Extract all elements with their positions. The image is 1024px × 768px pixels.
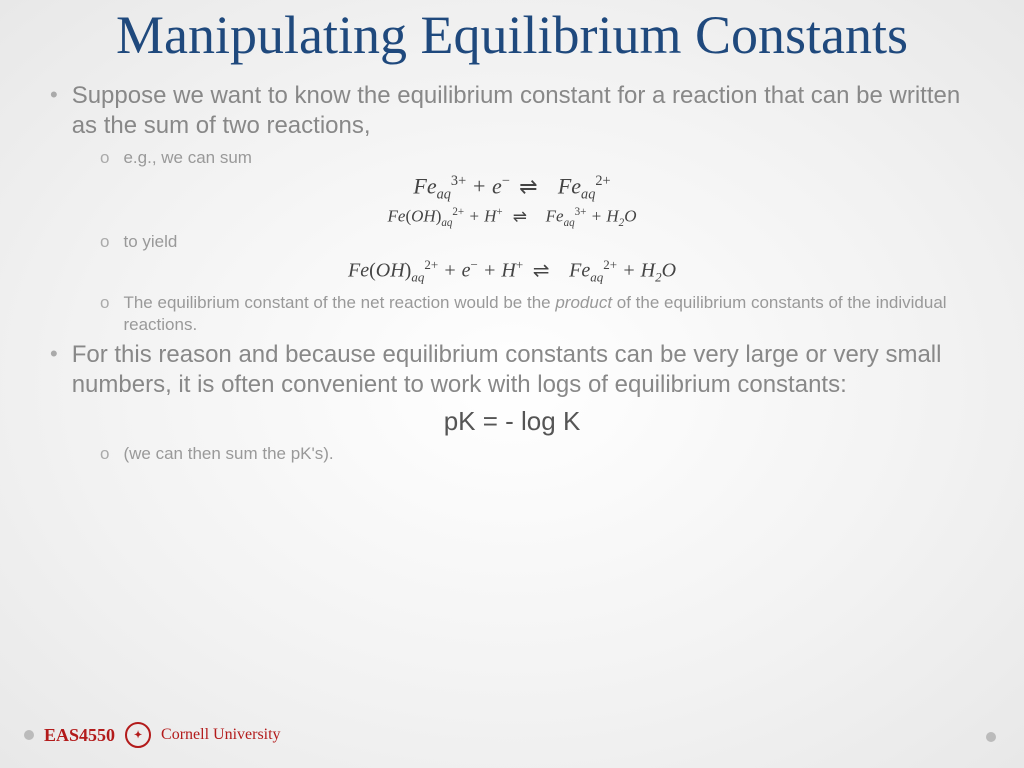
equation-3: Fe(OH)aq2+ + e− + H+ ⇌ Feaq2+ + H2O [50,257,974,286]
bullet-text: Suppose we want to know the equilibrium … [72,81,974,141]
emphasis: product [555,293,612,312]
university-name: Cornell University [161,726,281,744]
bullet-marker: • [50,81,58,141]
course-code: EAS4550 [44,725,115,746]
bullet-marker: o [100,443,109,465]
bullet-marker: o [100,231,109,253]
bullet-marker: o [100,147,109,169]
slide-title: Manipulating Equilibrium Constants [0,0,1024,65]
equation-2: Fe(OH)aq2+ + H+ ⇌ Feaq3+ + H2O [50,206,974,229]
bullet-text: (we can then sum the pK's). [123,443,333,465]
bullet-text: to yield [123,231,177,253]
bullet-marker: • [50,340,58,400]
bullet-marker: o [100,292,109,336]
slide-body: • Suppose we want to know the equilibriu… [0,65,1024,465]
sub-bullet-3: o The equilibrium constant of the net re… [100,292,974,336]
pk-equation: pK = - log K [50,406,974,437]
footer-dot-icon [986,732,996,742]
bullet-text: For this reason and because equilibrium … [72,340,974,400]
bullet-text: The equilibrium constant of the net reac… [123,292,974,336]
equation-1: Feaq3+ + e− ⇌ Feaq2+ [50,173,974,204]
bullet-2: • For this reason and because equilibriu… [50,340,974,400]
bullet-1: • Suppose we want to know the equilibriu… [50,81,974,141]
footer-dot-icon [24,730,34,740]
sub-bullet-1: o e.g., we can sum [100,147,974,169]
bullet-text: e.g., we can sum [123,147,252,169]
sub-bullet-2: o to yield [100,231,974,253]
sub-bullet-4: o (we can then sum the pK's). [100,443,974,465]
university-seal-icon: ✦ [125,722,151,748]
text-part: The equilibrium constant of the net reac… [123,293,555,312]
footer: EAS4550 ✦ Cornell University [24,722,281,748]
